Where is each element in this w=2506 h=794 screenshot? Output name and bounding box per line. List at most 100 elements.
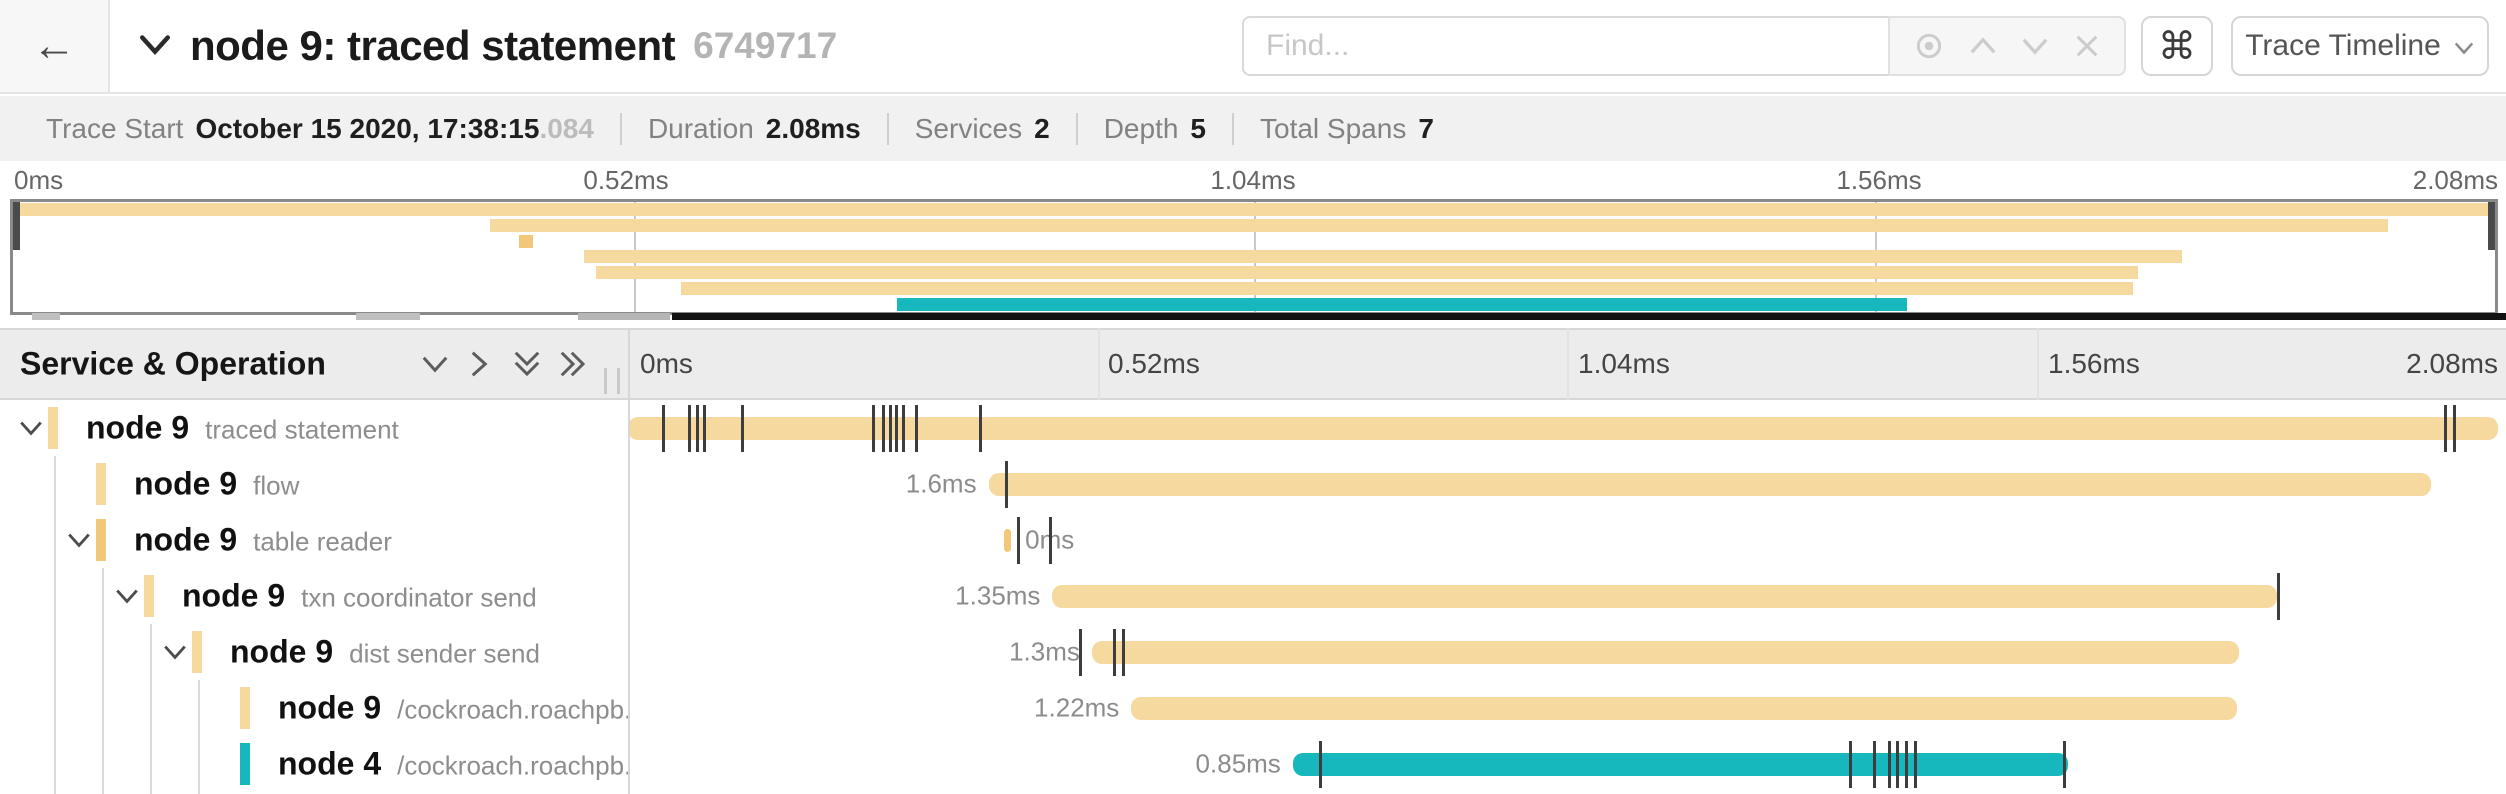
span-tree-cell[interactable]: node 9 flow xyxy=(0,456,628,512)
span-row[interactable]: node 9 traced statement xyxy=(0,400,2506,456)
collapse-all-double-chevron-down-icon[interactable] xyxy=(512,349,542,379)
back-button[interactable]: ← xyxy=(0,0,110,92)
log-marker-tick xyxy=(2453,405,2457,452)
top-nav-bar: ← node 9: traced statement 6749717 ⌘ xyxy=(0,0,2506,94)
page-title: node 9: traced statement xyxy=(190,22,676,69)
trace-view-selector[interactable]: Trace Timeline xyxy=(2231,16,2489,76)
span-bar[interactable] xyxy=(1292,753,2069,776)
trace-start-label: Trace Start xyxy=(46,112,184,144)
span-row[interactable]: node 9 flow 1.6ms xyxy=(0,456,2506,512)
log-marker-tick xyxy=(2062,741,2066,788)
span-bar[interactable] xyxy=(1091,641,2240,664)
log-marker-tick xyxy=(915,405,919,452)
duration-value: 2.08ms xyxy=(765,112,861,144)
timeline-tick-label: 0ms xyxy=(640,348,693,379)
log-marker-tick xyxy=(2444,405,2448,452)
span-row[interactable]: node 9 dist sender send 1.3ms xyxy=(0,624,2506,680)
column-resize-grip[interactable] xyxy=(604,368,620,394)
log-marker-tick xyxy=(889,405,893,452)
row-chevron-down-icon[interactable] xyxy=(162,643,188,661)
service-name: node 4 xyxy=(278,745,382,782)
span-timeline-cell[interactable]: 1.22ms xyxy=(628,680,2506,736)
span-bar[interactable] xyxy=(1003,529,1012,552)
column-divider[interactable] xyxy=(628,328,630,794)
minimap-span-bar xyxy=(596,266,2138,280)
log-marker-tick xyxy=(1914,741,1918,788)
expand-all-double-chevron-right-icon[interactable] xyxy=(558,349,588,379)
span-timeline-cell[interactable]: 1.3ms xyxy=(628,624,2506,680)
expand-one-chevron-right-icon[interactable] xyxy=(468,349,490,379)
span-bar[interactable] xyxy=(1131,697,2238,720)
span-bar[interactable] xyxy=(628,417,2499,440)
span-tree-cell[interactable]: node 4/cockroach.roachpb.I... xyxy=(0,736,628,792)
collapse-one-chevron-down-icon[interactable] xyxy=(420,353,450,375)
span-duration-label: 1.6ms xyxy=(905,468,977,499)
operation-name: traced statement xyxy=(205,414,399,445)
trace-start-value: October 15 2020, 17:38:15 xyxy=(195,112,540,144)
find-input[interactable] xyxy=(1242,16,1888,76)
log-marker-tick xyxy=(894,405,898,452)
span-row[interactable]: node 9/cockroach.roachpb.I... 1.22ms xyxy=(0,680,2506,736)
span-timeline-cell[interactable] xyxy=(628,400,2506,456)
minimap-span-bar xyxy=(896,297,1907,311)
next-match-chevron-down-icon[interactable] xyxy=(2020,35,2050,57)
span-row[interactable]: node 9 txn coordinator send 1.35ms xyxy=(0,568,2506,624)
scrollbar-segment[interactable] xyxy=(32,313,60,320)
tree-guide-line xyxy=(198,680,200,794)
log-marker-tick xyxy=(872,405,876,452)
span-timeline-cell[interactable]: 0.85ms xyxy=(628,736,2506,792)
log-marker-tick xyxy=(703,405,707,452)
scrollbar-thumb[interactable] xyxy=(672,313,2506,320)
minimap-axis-tick: 2.08ms xyxy=(2412,165,2498,195)
focus-match-icon[interactable] xyxy=(1913,30,1945,62)
span-tree-cell[interactable]: node 9 txn coordinator send xyxy=(0,568,628,624)
span-bar[interactable] xyxy=(1052,585,2277,608)
span-row[interactable]: node 9 table reader 0ms xyxy=(0,512,2506,568)
collapse-title-chevron-down-icon[interactable] xyxy=(138,33,172,59)
service-name: node 9 xyxy=(134,465,238,502)
span-row[interactable]: node 4/cockroach.roachpb.I... 0.85ms xyxy=(0,736,2506,792)
span-tree-cell[interactable]: node 9 table reader xyxy=(0,512,628,568)
span-bar[interactable] xyxy=(988,473,2431,496)
minimap-left-scrubber-handle[interactable] xyxy=(13,202,20,250)
duration-stat: Duration 2.08ms xyxy=(619,112,887,145)
span-timeline-cell[interactable]: 0ms xyxy=(628,512,2506,568)
log-marker-tick xyxy=(1895,741,1899,788)
span-duration-label: 1.35ms xyxy=(955,580,1041,611)
services-value: 2 xyxy=(1034,112,1050,144)
span-tree-cell[interactable]: node 9 dist sender send xyxy=(0,624,628,680)
operation-name: dist sender send xyxy=(349,638,540,669)
row-chevron-down-icon[interactable] xyxy=(18,419,44,437)
log-marker-tick xyxy=(695,405,699,452)
tree-guide-line xyxy=(54,456,56,794)
log-marker-tick xyxy=(902,405,906,452)
scrollbar-segment[interactable] xyxy=(356,313,420,320)
log-marker-tick xyxy=(1078,629,1082,676)
find-controls xyxy=(1888,16,2126,76)
span-timeline-cell[interactable]: 1.35ms xyxy=(628,568,2506,624)
prev-match-chevron-up-icon[interactable] xyxy=(1968,35,1998,57)
trace-title-group: node 9: traced statement 6749717 xyxy=(138,0,837,92)
minimap-span-row xyxy=(13,265,2495,281)
minimap-axis-tick: 1.04ms xyxy=(1210,165,1296,195)
log-marker-tick xyxy=(1848,741,1852,788)
row-chevron-down-icon[interactable] xyxy=(66,531,92,549)
row-chevron-down-icon[interactable] xyxy=(114,587,140,605)
timeline-tick-label: 1.04ms xyxy=(1578,348,1670,379)
span-tree-cell[interactable]: node 9/cockroach.roachpb.I... xyxy=(0,680,628,736)
span-timeline-cell[interactable]: 1.6ms xyxy=(628,456,2506,512)
scrollbar-segment[interactable] xyxy=(578,313,670,320)
minimap-canvas[interactable] xyxy=(10,199,2498,315)
log-marker-tick xyxy=(979,405,983,452)
service-color-bar xyxy=(96,463,106,505)
minimap-span-row xyxy=(13,234,2495,250)
operation-name: table reader xyxy=(253,526,392,557)
find-group xyxy=(1242,16,2126,76)
minimap-right-scrubber-handle[interactable] xyxy=(2488,202,2495,250)
duration-label: Duration xyxy=(647,112,754,144)
span-tree-cell[interactable]: node 9 traced statement xyxy=(0,400,628,456)
clear-find-close-icon[interactable] xyxy=(2073,32,2101,60)
keyboard-shortcuts-button[interactable]: ⌘ xyxy=(2141,16,2213,76)
timeline-tick-label: 0.52ms xyxy=(1108,348,1200,379)
log-marker-tick xyxy=(688,405,692,452)
